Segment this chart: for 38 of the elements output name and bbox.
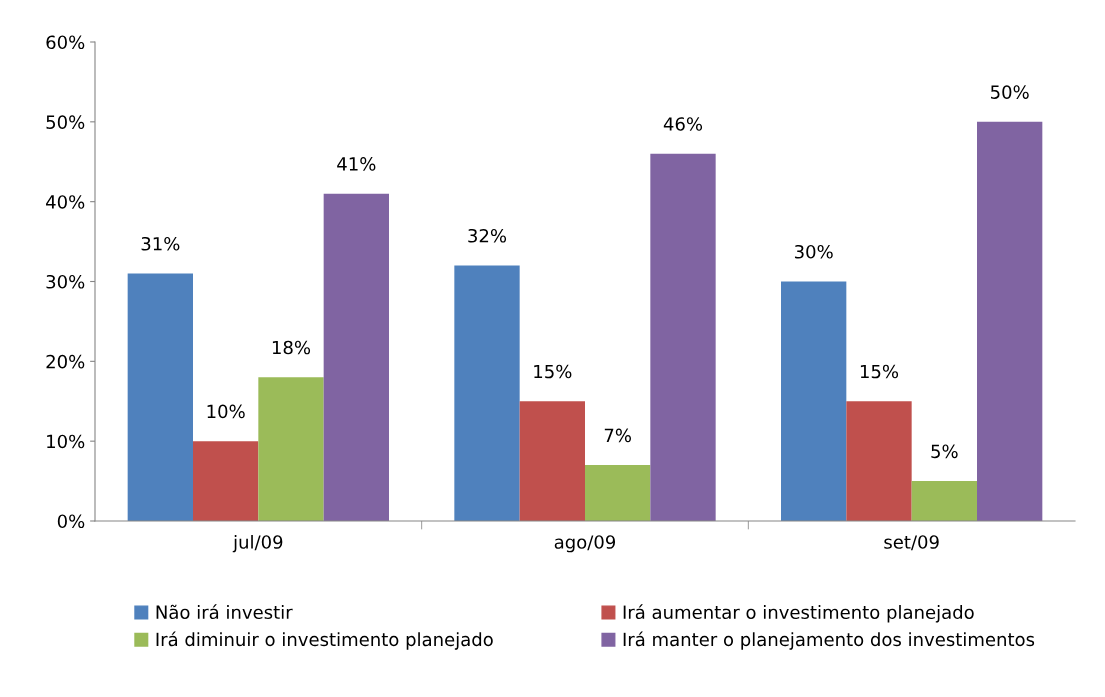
bar — [127, 273, 193, 521]
x-tick-label: set/09 — [884, 535, 939, 551]
data-label: 10% — [207, 404, 245, 419]
bar — [193, 441, 259, 521]
y-tick-label: 30% — [46, 274, 85, 289]
legend-label: Irá diminuir o investimento planejado — [156, 631, 493, 650]
y-tick-label: 0% — [57, 514, 85, 529]
y-tick-label: 10% — [47, 434, 85, 449]
bar — [977, 121, 1043, 521]
y-tick-label: 40% — [46, 195, 85, 209]
bar — [454, 265, 520, 521]
bar — [585, 465, 651, 521]
data-label: 31% — [141, 236, 180, 251]
y-tick-label: 60% — [46, 35, 85, 50]
bar — [650, 153, 716, 521]
data-label: 50% — [990, 85, 1029, 99]
bar — [911, 481, 977, 521]
y-tick-label: 50% — [46, 115, 85, 129]
data-label: 41% — [337, 157, 376, 171]
data-label: 7% — [604, 428, 631, 443]
data-label: 5% — [931, 444, 958, 459]
legend-label: Irá aumentar o investimento planejado — [623, 604, 974, 623]
x-tick-label: ago/09 — [554, 535, 616, 553]
data-label: 30% — [794, 244, 833, 259]
legend-label: Irá manter o planejamento dos investimentos — [623, 631, 1035, 650]
data-label: 32% — [468, 228, 507, 243]
bar — [846, 401, 912, 521]
bar — [781, 281, 847, 521]
data-label: 46% — [663, 117, 703, 131]
data-label: 15% — [534, 364, 572, 379]
x-tick-label: jul/09 — [232, 534, 283, 553]
bar — [519, 401, 585, 521]
data-label: 15% — [860, 364, 899, 379]
y-tick-label: 20% — [46, 354, 85, 369]
bar — [323, 193, 389, 521]
data-label: 18% — [272, 340, 311, 355]
legend-label: Não irá investir — [156, 604, 293, 620]
bar — [258, 377, 324, 521]
